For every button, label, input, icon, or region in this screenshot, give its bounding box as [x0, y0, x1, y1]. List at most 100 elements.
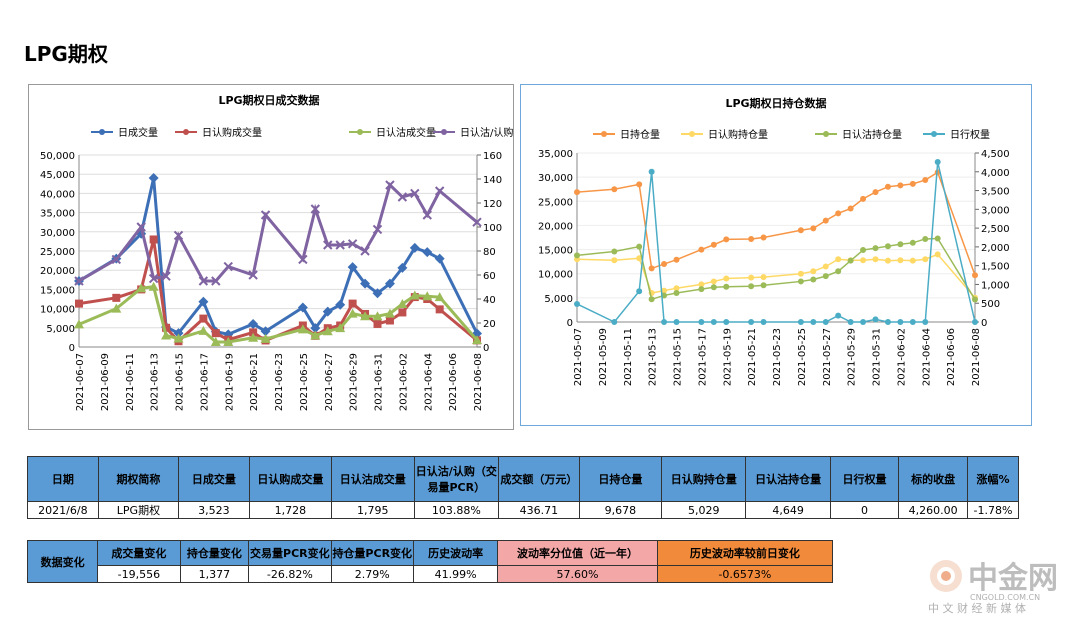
data-point	[847, 257, 854, 264]
table1-cell: 2021/6/8	[27, 501, 99, 519]
y-tick-label: 25,000	[538, 197, 573, 208]
table1-cell: 0	[829, 501, 900, 519]
data-point	[698, 281, 705, 288]
legend-marker	[183, 129, 189, 135]
data-point	[822, 319, 829, 325]
table1-cell: 9,678	[578, 501, 663, 519]
table1-cell: 5,029	[661, 501, 747, 519]
data-point	[422, 291, 433, 301]
data-point	[698, 286, 705, 293]
data-point	[409, 290, 420, 300]
data-point	[723, 275, 730, 282]
data-point-b	[372, 224, 383, 235]
x-tick-label: 2021-05-23	[772, 328, 783, 386]
data-point	[112, 293, 121, 302]
data-point	[934, 159, 941, 166]
data-point-b	[74, 276, 84, 286]
data-point-b	[198, 276, 209, 286]
data-point	[434, 253, 445, 264]
data-point	[710, 284, 717, 291]
x-tick-label: 2021-05-13	[648, 328, 659, 386]
data-point	[310, 330, 321, 340]
x-tick-label: 2021-06-08	[971, 328, 982, 386]
table1-header: 日认沽持仓量	[745, 456, 831, 502]
table1-header: 日认沽成交量	[331, 456, 415, 502]
y2-tick-label: 100	[483, 223, 502, 234]
table2-header: 持仓量PCR变化	[330, 540, 414, 566]
data-point	[149, 235, 158, 244]
table1-header: 日行权量	[829, 456, 900, 502]
data-point	[372, 311, 383, 321]
data-point	[111, 303, 122, 313]
table1-cell: -1.78%	[967, 501, 1019, 519]
y-tick-label: 20,000	[538, 221, 573, 232]
data-point	[897, 182, 904, 189]
data-point	[934, 235, 941, 242]
daily-data-table: 日期 期权简称 日成交量 日认购成交量 日认沽成交量 日认沽/认购（交易量PCR） 成交额（…	[27, 456, 1019, 519]
table1-header: 日成交量	[178, 456, 250, 502]
legend-label: 日成交量	[118, 126, 158, 139]
legend-marker	[823, 131, 829, 137]
data-point	[934, 251, 941, 258]
data-point	[872, 316, 879, 323]
data-point	[297, 324, 308, 334]
data-point	[661, 319, 668, 325]
data-point	[75, 299, 83, 308]
data-point	[574, 300, 580, 307]
data-point	[210, 337, 221, 347]
data-point	[835, 210, 842, 217]
data-point-b	[161, 271, 171, 281]
legend-marker	[689, 131, 695, 137]
table1-header: 日期	[27, 456, 99, 502]
data-point	[897, 241, 904, 248]
y2-tick-label: 160	[483, 151, 502, 162]
data-point	[434, 292, 445, 302]
data-point	[698, 246, 705, 253]
data-point	[360, 311, 371, 321]
legend-label: 日认沽持仓量	[842, 128, 902, 141]
data-point	[397, 298, 408, 308]
legend-marker	[357, 129, 363, 135]
data-point	[322, 326, 333, 336]
data-point	[249, 328, 258, 337]
table2-cell: 41.99%	[412, 565, 499, 583]
data-point	[710, 278, 717, 285]
data-point	[897, 319, 904, 325]
y2-tick-label: 1,000	[981, 280, 1010, 291]
x-tick-label: 2021-06-15	[175, 353, 186, 411]
y-tick-label: 15,000	[538, 246, 573, 257]
table2-header: 交易量PCR变化	[248, 540, 332, 566]
change-data-table: 数据变化 成交量变化 持仓量变化 交易量PCR变化 持仓量PCR变化 历史波动率 波动率分…	[26, 540, 834, 583]
data-point	[384, 278, 395, 289]
data-point	[248, 318, 259, 329]
data-point	[74, 319, 84, 329]
y-tick-label: 30,000	[40, 228, 75, 239]
table2-header: 历史波动率	[412, 540, 499, 566]
data-point	[972, 319, 978, 325]
data-point	[835, 312, 842, 319]
data-point	[872, 256, 879, 263]
y2-tick-label: 2,500	[981, 224, 1010, 235]
data-point	[409, 242, 420, 253]
data-point	[348, 299, 357, 308]
x-tick-label: 2021-06-23	[274, 353, 285, 411]
x-tick-label: 2021-06-19	[224, 353, 235, 411]
legend-label: 日持仓量	[620, 128, 660, 141]
x-tick-label: 2021-05-07	[573, 328, 584, 386]
data-point	[710, 241, 717, 248]
legend-marker	[441, 129, 447, 135]
data-point	[636, 243, 643, 250]
watermark-tagline: 中 文 财 经 新 媒 体	[928, 601, 1026, 615]
y2-tick-label: 40	[483, 295, 496, 306]
watermark-logo: 中金网 CNGOLD.COM.CN 中 文 财 经 新 媒 体	[924, 548, 1074, 618]
table2-header: 历史波动率较前日变化	[656, 540, 834, 566]
y-tick-label: 25,000	[40, 247, 75, 258]
data-point	[723, 236, 730, 243]
data-point	[198, 296, 209, 307]
table2-cell: -19,556	[97, 565, 181, 583]
legend-label: 日认沽/认购	[460, 126, 513, 139]
legend-marker	[601, 131, 607, 137]
x-tick-label: 2021-06-07	[75, 353, 86, 411]
